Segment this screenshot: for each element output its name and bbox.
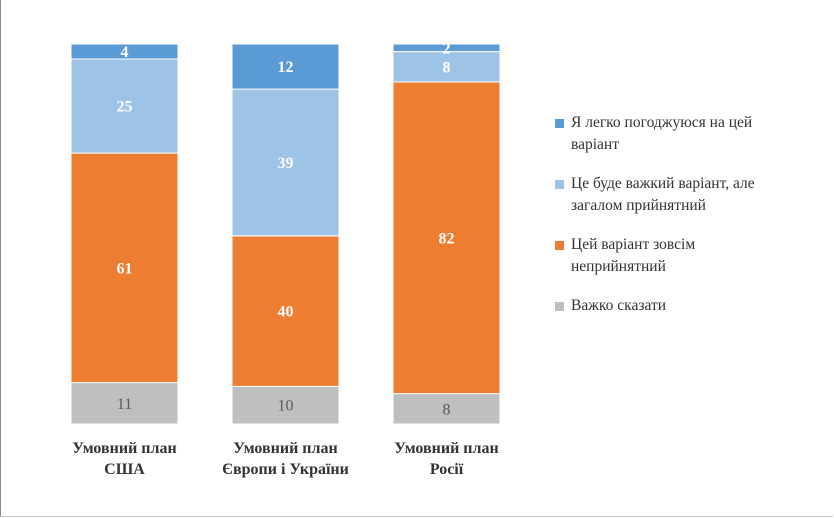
legend-item: Важко сказати — [555, 295, 815, 317]
legend-swatch — [555, 180, 564, 189]
bar-segment — [392, 43, 501, 53]
bar-segment — [231, 385, 340, 425]
data-label: 8 — [443, 401, 451, 418]
data-label: 25 — [117, 99, 133, 116]
data-label: 4 — [121, 44, 129, 61]
bar-segment — [392, 51, 501, 83]
bar-segment — [231, 43, 340, 90]
category-label: Умовний план Європи і України — [222, 440, 349, 478]
legend-item: Я легко погоджуюся на цей варіант — [555, 112, 815, 156]
data-label: 8 — [443, 59, 451, 76]
bar-segment — [231, 235, 340, 387]
legend-label: Я легко погоджуюся на цей варіант — [571, 114, 753, 153]
legend-label: Цей варіант зовсім неприйнятний — [571, 236, 696, 275]
bar-segment — [392, 393, 501, 425]
chart-legend: Я легко погоджуюся на цей варіант Це буде … — [555, 112, 815, 334]
legend-swatch — [555, 241, 564, 250]
data-label: 12 — [278, 59, 294, 76]
bar-segment — [231, 88, 340, 237]
legend-label: Це буде важкий варіант, але загалом прийн… — [571, 175, 755, 214]
legend-item: Цей варіант зовсім неприйнятний — [555, 234, 815, 278]
category-label: Умовний план США — [72, 440, 176, 478]
category-label: Умовний план Росії — [394, 440, 498, 478]
bar-segment — [70, 58, 179, 154]
data-label: 11 — [117, 396, 132, 413]
legend-item: Це буде важкий варіант, але загалом прийн… — [555, 173, 815, 217]
data-label: 2 — [443, 40, 451, 57]
bar-segment — [70, 152, 179, 384]
legend-swatch — [555, 302, 564, 311]
data-label: 61 — [117, 260, 133, 277]
legend-swatch — [555, 119, 564, 128]
data-label: 40 — [278, 304, 294, 321]
data-label: 39 — [278, 155, 294, 172]
bar-segment — [392, 81, 501, 395]
data-label: 82 — [439, 230, 455, 247]
data-label: 10 — [278, 398, 294, 415]
bar-segment — [70, 43, 179, 60]
legend-label: Важко сказати — [571, 297, 667, 314]
